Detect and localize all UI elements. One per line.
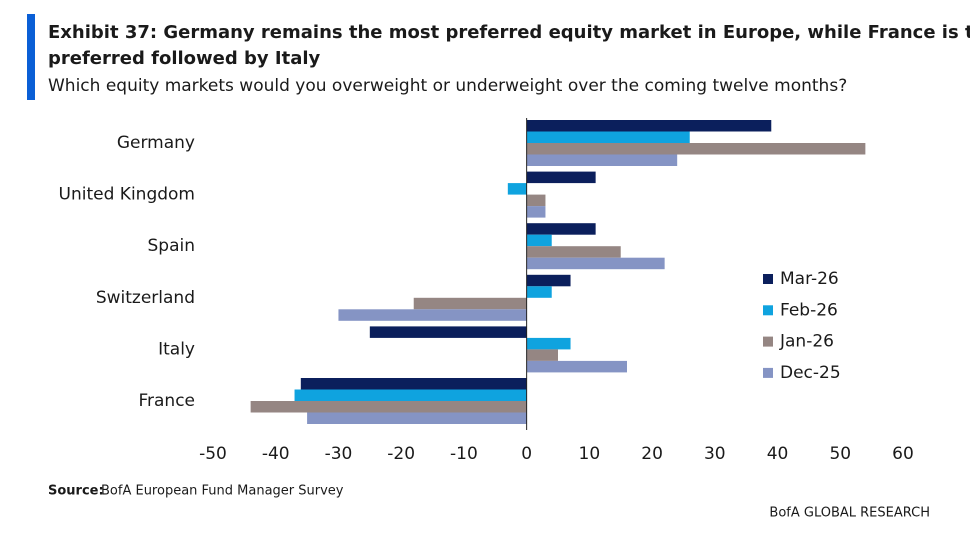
bar — [526, 286, 552, 298]
x-tick-label: 10 — [579, 444, 601, 464]
bar — [526, 120, 772, 132]
bar — [526, 223, 596, 235]
bar — [338, 309, 527, 321]
legend-swatch — [763, 336, 773, 347]
bar — [507, 183, 527, 195]
bar — [300, 378, 527, 390]
bar — [526, 143, 866, 155]
bar — [250, 401, 527, 413]
bar — [526, 257, 665, 270]
bar — [413, 297, 527, 310]
bar — [307, 412, 527, 424]
y-tick-label: Spain — [148, 236, 196, 256]
chart-title: Exhibit 37: Germany remains the most pre… — [48, 22, 970, 43]
legend-label: Feb-26 — [780, 300, 838, 320]
y-tick-label: Italy — [158, 339, 195, 359]
y-tick-label: Switzerland — [96, 288, 195, 308]
y-tick-label: France — [138, 391, 195, 411]
bar — [294, 389, 527, 401]
bar — [526, 349, 558, 361]
x-tick-label: -30 — [325, 444, 353, 464]
x-tick-label: 30 — [704, 444, 726, 464]
legend-swatch — [763, 367, 773, 378]
bar — [526, 234, 552, 247]
title-accent — [27, 14, 35, 100]
source-label: Source: — [48, 484, 104, 499]
legend-label: Dec-25 — [780, 363, 841, 383]
bar — [526, 206, 546, 218]
x-tick-label: -10 — [450, 444, 478, 464]
x-tick-label: -50 — [199, 444, 227, 464]
bar — [526, 131, 690, 143]
x-tick-label: 40 — [767, 444, 789, 464]
y-tick-label: Germany — [117, 133, 195, 153]
x-tick-label: -20 — [387, 444, 415, 464]
bar — [526, 274, 571, 287]
x-tick-label: 20 — [641, 444, 663, 464]
legend-swatch — [763, 274, 773, 284]
footer: BofA GLOBAL RESEARCH — [769, 506, 930, 521]
chart-title: preferred followed by Italy — [48, 48, 321, 69]
bar — [526, 154, 678, 166]
x-tick-label: -40 — [262, 444, 290, 464]
y-tick-label: United Kingdom — [59, 185, 195, 205]
chart-subtitle: Which equity markets would you overweigh… — [48, 76, 847, 96]
legend-swatch — [763, 305, 773, 316]
bar — [369, 326, 527, 338]
x-tick-label: 0 — [521, 444, 532, 464]
bar — [526, 246, 621, 258]
bar — [526, 360, 627, 373]
legend-label: Jan-26 — [779, 332, 834, 352]
bar — [526, 194, 546, 207]
source-text: BofA European Fund Manager Survey — [101, 484, 344, 499]
bar — [526, 337, 571, 350]
bar — [526, 171, 596, 184]
x-tick-label: 60 — [892, 444, 914, 464]
legend-label: Mar-26 — [780, 269, 839, 289]
x-tick-label: 50 — [829, 444, 851, 464]
